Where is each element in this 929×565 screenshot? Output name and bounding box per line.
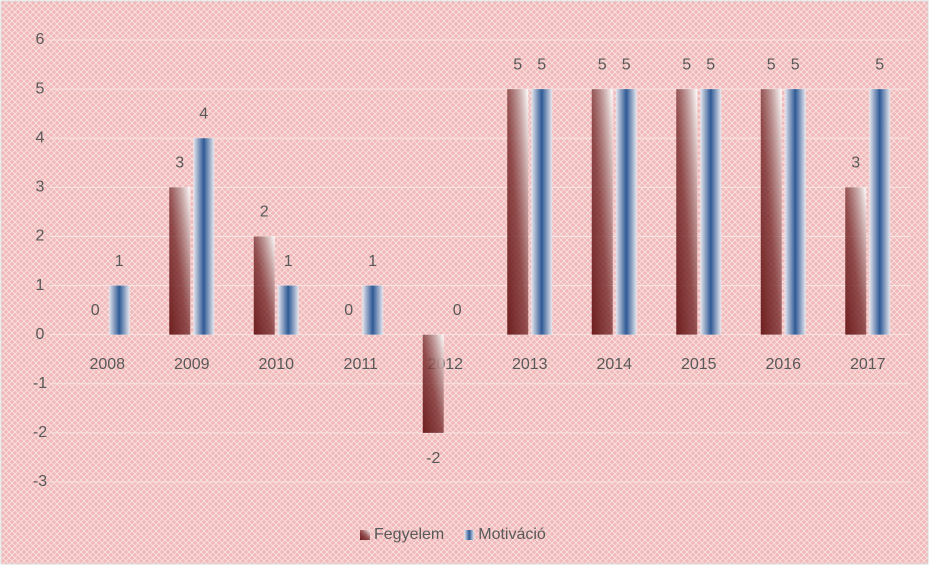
bar [531,89,553,335]
legend-label: Fegyelem [374,526,444,543]
y-tick-label: 4 [36,129,45,146]
data-label: 5 [622,56,631,73]
x-tick-label: 2009 [174,356,210,373]
data-label: 4 [199,105,208,122]
y-tick-label: 5 [36,80,45,97]
bar [700,89,722,335]
bar [591,89,613,335]
x-tick-label: 2010 [258,356,294,373]
data-label: 1 [284,253,293,270]
data-label: 5 [791,56,800,73]
data-label: 3 [851,155,860,172]
data-label: 0 [453,302,462,319]
data-label: 0 [344,302,353,319]
y-tick-label: 6 [36,31,45,48]
data-label: -2 [426,450,440,467]
bar [193,138,215,335]
bar [253,236,275,335]
bar [108,285,130,335]
x-tick-label: 2008 [89,356,125,373]
x-tick-label: 2015 [681,356,717,373]
bar [760,89,782,335]
legend-swatch [360,530,370,540]
bar [869,89,891,335]
y-tick-label: -1 [33,375,47,392]
x-tick-label: 2014 [596,356,632,373]
data-label: 5 [513,56,522,73]
data-label: 5 [767,56,776,73]
y-tick-label: -3 [33,473,47,490]
y-tick-label: 2 [36,228,45,245]
data-label: 0 [91,302,100,319]
data-label: 5 [682,56,691,73]
data-label: 5 [706,56,715,73]
bar [169,187,191,335]
x-tick-label: 2013 [512,356,548,373]
data-label: 5 [598,56,607,73]
data-label: 2 [260,204,269,221]
data-label: 1 [368,253,377,270]
y-tick-label: 1 [36,277,45,294]
data-label: 5 [537,56,546,73]
legend-label: Motiváció [478,526,546,543]
bar [845,187,867,335]
data-label: 5 [875,56,884,73]
bar [362,285,384,335]
x-tick-label: 2016 [765,356,801,373]
data-label: 3 [175,155,184,172]
y-tick-label: -2 [33,424,47,441]
bar [507,89,529,335]
bar [615,89,637,335]
x-tick-label: 2017 [850,356,886,373]
y-tick-label: 3 [36,179,45,196]
data-label: 1 [115,253,124,270]
legend-swatch [464,530,475,540]
bar [784,89,806,335]
y-tick-label: 0 [36,326,45,343]
bar [277,285,299,335]
x-tick-label: 2011 [344,356,379,373]
bar [422,334,444,433]
bar [676,89,698,335]
